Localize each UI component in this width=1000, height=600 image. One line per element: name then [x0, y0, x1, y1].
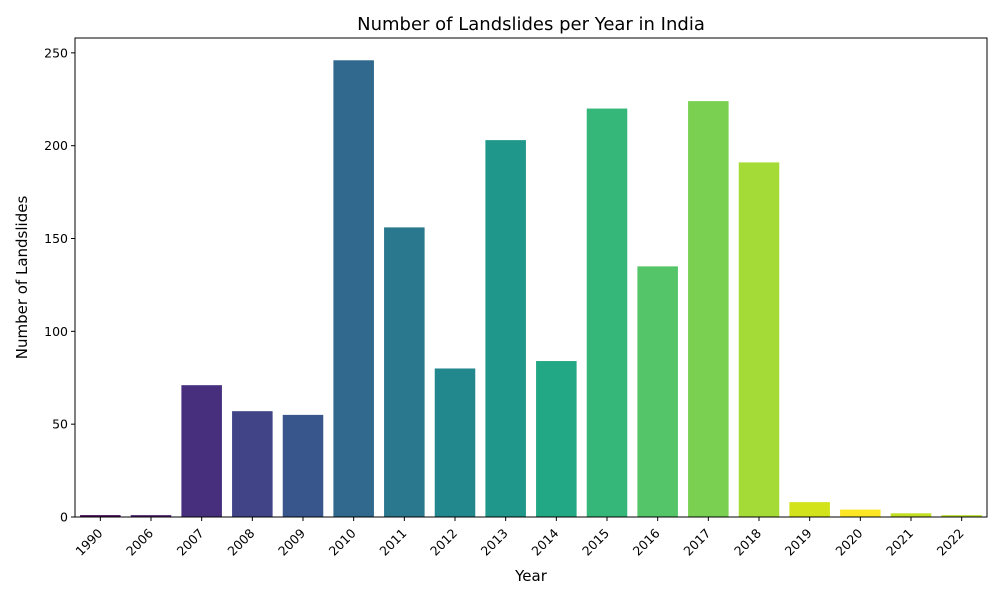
- bars-group: [80, 60, 982, 518]
- y-tick-label: 50: [52, 417, 68, 432]
- bar-2016: [637, 266, 678, 517]
- x-tick-label: 2008: [224, 525, 257, 558]
- x-tick-label: 2020: [832, 525, 865, 558]
- bar-2010: [333, 60, 374, 518]
- bar-2008: [232, 411, 273, 517]
- x-tick-label: 2019: [782, 525, 815, 558]
- bar-2009: [282, 414, 324, 517]
- y-tick-label: 100: [44, 324, 68, 339]
- bar-2011: [384, 227, 425, 518]
- x-tick-label: 2010: [326, 525, 359, 558]
- bar-2021: [890, 513, 932, 517]
- x-tick-label: 2012: [427, 526, 460, 559]
- bar-2017: [688, 101, 729, 518]
- bar-2019: [789, 502, 830, 517]
- plot-frame: [74, 37, 988, 518]
- bar-1990: [80, 515, 121, 517]
- bar-2006: [130, 515, 172, 517]
- x-tick-label: 1990: [72, 525, 105, 558]
- x-tick-label: 2018: [731, 525, 764, 558]
- chart-title: Number of Landslides per Year in India: [357, 14, 705, 35]
- x-tick-label: 2011: [376, 526, 409, 559]
- bar-2007: [181, 385, 222, 517]
- x-axis-title: Year: [514, 567, 548, 585]
- x-tick-label: 2013: [478, 526, 511, 559]
- y-tick-label: 0: [60, 510, 68, 525]
- x-tick-label: 2007: [174, 526, 207, 559]
- y-tick-label: 150: [44, 231, 68, 246]
- bar-2018: [738, 162, 780, 517]
- bar-2013: [485, 140, 526, 517]
- x-tick-label: 2016: [630, 525, 663, 558]
- x-axis: 1990 2006 2007 2008 2009 2010 2011 2012 2013 2014…: [72, 517, 967, 559]
- x-tick-label: 2006: [123, 525, 156, 558]
- y-tick-label: 250: [44, 45, 68, 60]
- y-tick-label: 200: [44, 138, 68, 153]
- x-tick-label: 2021: [883, 526, 916, 559]
- x-tick-label: 2014: [528, 525, 561, 558]
- bar-2022: [941, 515, 982, 517]
- bar-2015: [586, 108, 628, 517]
- y-axis: 0 50 100 150 200 250: [44, 45, 75, 525]
- bar-2014: [536, 361, 577, 517]
- x-tick-label: 2015: [579, 526, 612, 559]
- x-tick-label: 2022: [934, 526, 967, 559]
- x-tick-label: 2017: [680, 526, 713, 559]
- y-axis-title: Number of Landslides: [13, 196, 31, 360]
- bar-2020: [840, 509, 881, 517]
- x-tick-label: 2009: [275, 525, 308, 558]
- bar-2012: [434, 368, 476, 517]
